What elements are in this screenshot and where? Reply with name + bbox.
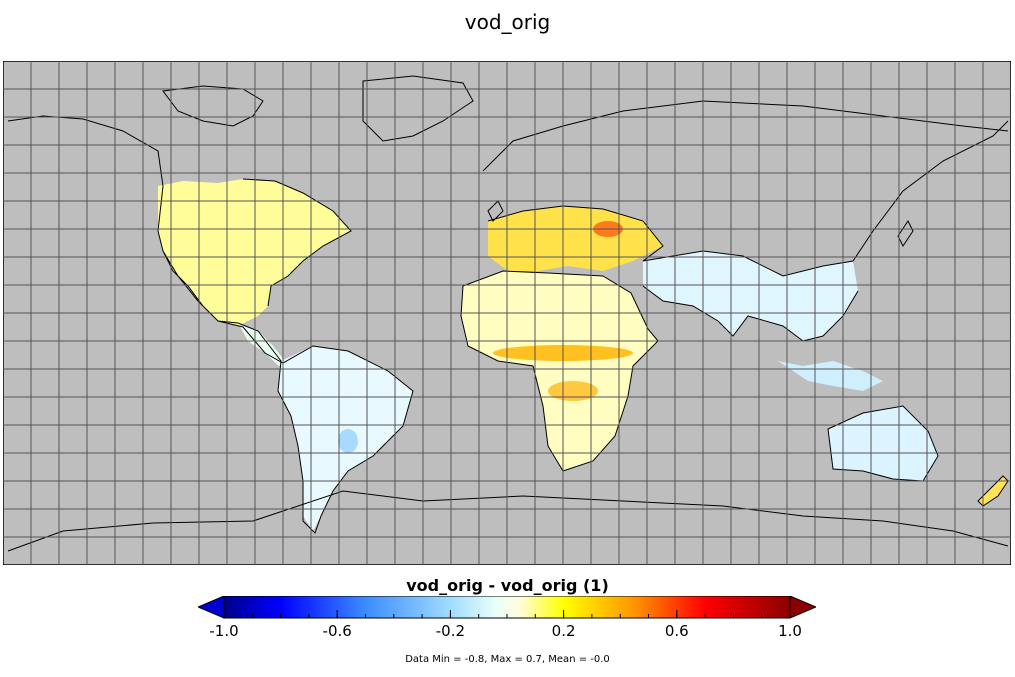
colorbar-title: vod_orig - vod_orig (1) xyxy=(406,576,609,595)
world-map xyxy=(3,61,1011,565)
plot-title: vod_orig xyxy=(464,10,551,34)
central-africa-patch xyxy=(548,381,598,401)
colorbar-tick-label: 1.0 xyxy=(778,622,802,640)
south-america-blue-patch xyxy=(338,429,358,453)
coastlines xyxy=(7,75,1009,552)
colorbar-tick-label: 0.6 xyxy=(664,622,689,640)
colorbar-extend-high xyxy=(789,596,816,619)
colorbar-tick-label: 0.2 xyxy=(551,622,576,640)
central-america-land xyxy=(238,323,285,366)
data-statistics: Data Min = -0.8, Max = 0.7, Mean = -0.0 xyxy=(405,654,610,665)
colorbar-tick-label: -0.6 xyxy=(322,622,352,640)
colorbar-tick-label: -0.2 xyxy=(435,622,466,640)
colorbar-extend-low xyxy=(198,596,225,619)
asia-land xyxy=(643,251,858,341)
colorbar xyxy=(198,596,816,619)
new-zealand-land xyxy=(978,476,1008,506)
africa-land xyxy=(461,271,658,471)
graticule xyxy=(3,61,1011,565)
colorbar-tick-label: -1.0 xyxy=(209,622,239,640)
